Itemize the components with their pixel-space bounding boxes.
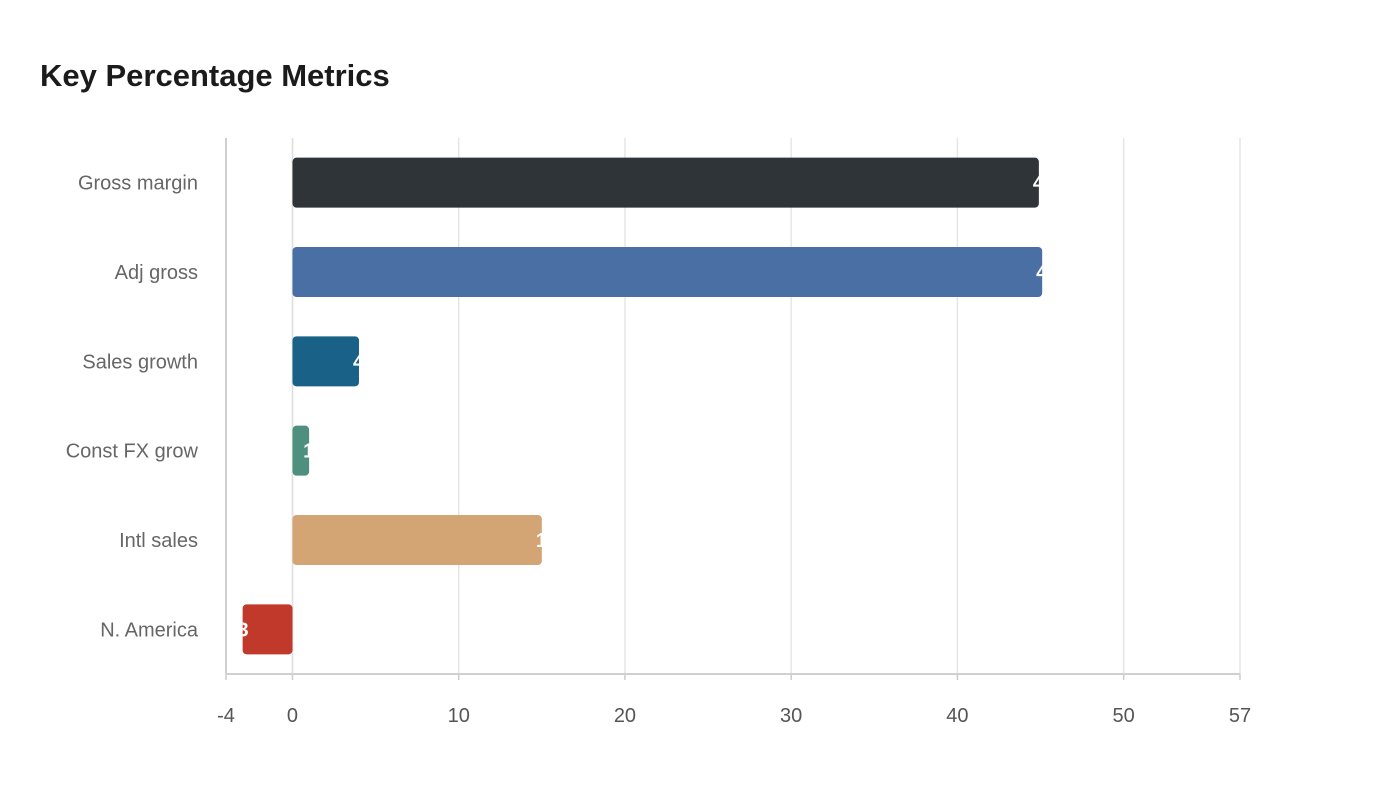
x-tick-label: 20 (614, 705, 636, 727)
x-tick-label: 40 (946, 705, 968, 727)
category-label: N. America (100, 619, 199, 641)
bar (292, 336, 359, 387)
bar (292, 425, 310, 476)
data-label: 45.1 (1036, 262, 1075, 284)
category-label: Const FX grow (66, 441, 199, 463)
bar (292, 514, 542, 566)
data-label: -3 (231, 619, 249, 641)
x-tick-label: 0 (287, 705, 298, 727)
data-label: 15 (536, 530, 558, 552)
category-label: Gross margin (78, 173, 198, 195)
data-label: 4 (353, 351, 365, 373)
x-tick-label: 10 (448, 705, 470, 727)
bars (242, 157, 1043, 655)
grid-lines (291, 138, 1241, 674)
bar (242, 604, 293, 655)
category-label: Intl sales (119, 530, 198, 552)
category-label: Adj gross (115, 262, 198, 284)
category-label: Sales growth (82, 351, 198, 373)
x-tick-label: 57 (1229, 705, 1251, 727)
chart-title: Key Percentage Metrics (40, 58, 390, 93)
x-tick-label: 30 (780, 705, 802, 727)
data-label: 44.9 (1033, 173, 1072, 195)
bar (292, 157, 1039, 208)
x-tick-label: 50 (1113, 705, 1135, 727)
x-tick-label: -4 (217, 705, 235, 727)
bar (292, 246, 1043, 298)
axes (225, 138, 1241, 680)
data-label: 1 (303, 441, 314, 463)
